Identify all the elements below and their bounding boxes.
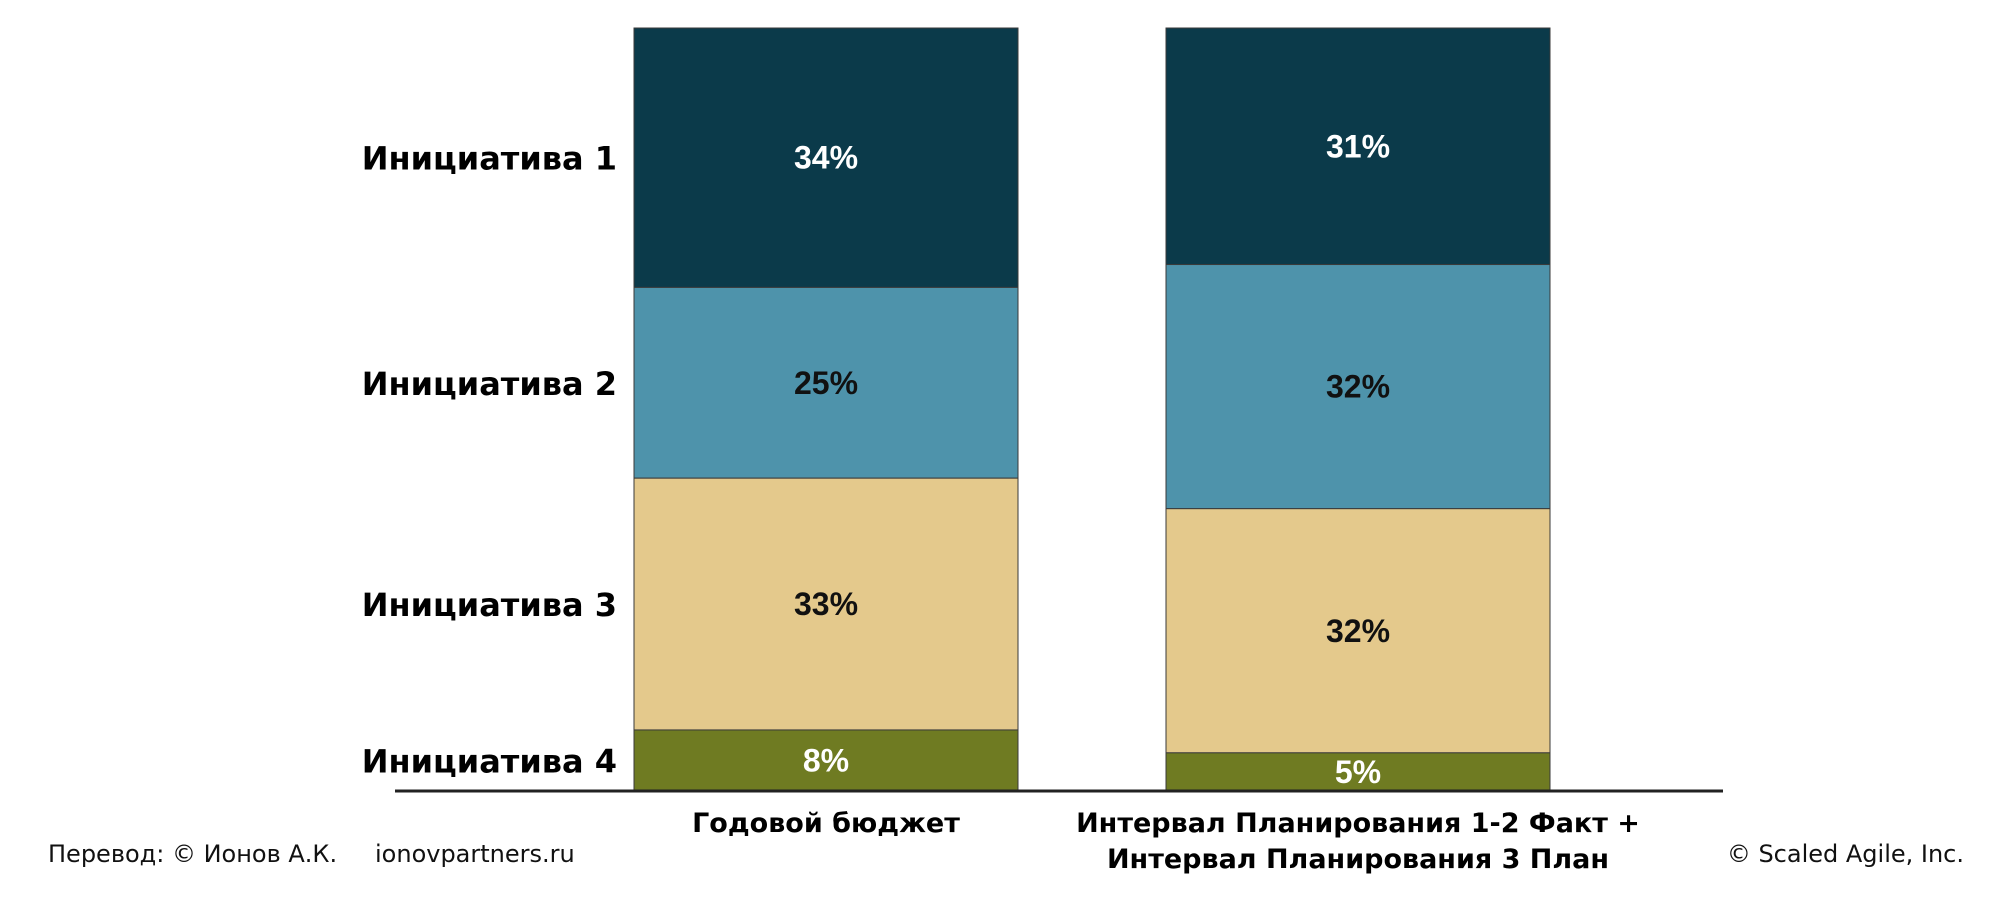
bar-segment	[633, 286, 1019, 479]
bar-value-label: 32%	[1326, 613, 1390, 649]
x-tick-label: Интервал Планирования 1-2 Факт +	[1076, 808, 1640, 839]
bar-value-label: 31%	[1326, 128, 1390, 164]
bar-value-label: 25%	[794, 365, 858, 401]
series-label: Инициатива 1	[362, 140, 617, 178]
series-label: Инициатива 3	[362, 586, 617, 624]
bars-layer	[633, 27, 1551, 792]
series-label: Инициатива 2	[362, 365, 617, 403]
bar-segment	[1165, 752, 1551, 792]
x-tick-label: Интервал Планирования 3 План	[1107, 844, 1609, 875]
x-tick-label: Годовой бюджет	[692, 808, 960, 839]
bar-value-label: 33%	[794, 586, 858, 622]
bar-value-label: 34%	[794, 140, 858, 176]
series-label: Инициатива 4	[362, 742, 617, 780]
row-labels-layer: Инициатива 1 Инициатива 2 Инициатива 3 Иниц…	[362, 140, 617, 781]
bar-segment	[1165, 508, 1551, 754]
value-labels-layer: 34% 25% 33% 8% 31% 32% 32% 5%	[794, 128, 1390, 790]
translation-credit: Перевод: © Ионов А.К.	[48, 840, 338, 868]
bar-segment	[633, 477, 1019, 731]
copyright-notice: © Scaled Agile, Inc.	[1726, 840, 1964, 868]
bar-segment	[633, 27, 1019, 288]
website-link[interactable]: ionovpartners.ru	[375, 840, 575, 868]
bar-value-label: 8%	[803, 742, 849, 778]
bar-segment	[1165, 264, 1551, 510]
category-labels-layer: Годовой бюджет Интервал Планирования 1-2 …	[692, 808, 1640, 875]
bar-value-label: 32%	[1326, 369, 1390, 405]
bar-segment	[633, 729, 1019, 792]
bar-segment	[1165, 27, 1551, 266]
bar-value-label: 5%	[1335, 754, 1381, 790]
